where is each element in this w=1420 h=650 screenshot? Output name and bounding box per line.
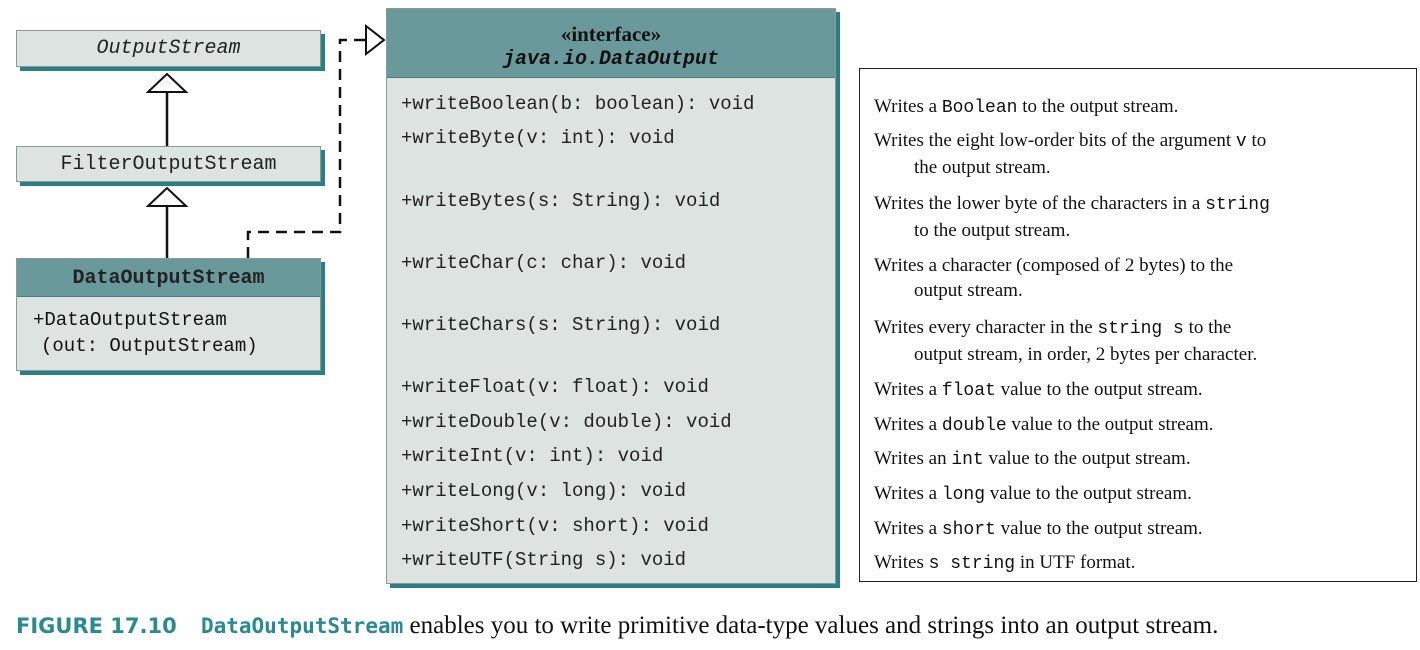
interface-method: +writeChars(s: String): void [401, 314, 721, 336]
description-text: the output stream. [914, 157, 1051, 178]
caption-text: enables you to write primitive data-type… [409, 612, 1219, 639]
description-text: Writes a character (composed of 2 bytes)… [874, 255, 1234, 276]
description-text: Writes an [874, 448, 952, 469]
method-description: Writes a long value to the output stream… [874, 481, 1404, 508]
description-text: to [1246, 130, 1267, 151]
class-outputstream: OutputStream [16, 30, 321, 67]
inheritance-arrowhead-filter [145, 186, 189, 207]
description-text: to the [1183, 317, 1232, 338]
figure-caption: FIGURE 17.10 DataOutputStream enables yo… [16, 612, 1218, 640]
interface-stereotype: «interface» [560, 22, 662, 46]
description-text: Writes [874, 552, 929, 573]
code-term: s string [928, 554, 1016, 574]
description-text: in UTF format. [1015, 552, 1136, 573]
interface-method: +writeInt(v: int): void [401, 445, 664, 467]
description-text: value to the output stream. [983, 448, 1191, 469]
code-term: long [941, 485, 986, 505]
description-text: value to the output stream. [985, 483, 1192, 504]
method-description: Writes every character in the string s t… [874, 315, 1404, 367]
code-term: Boolean [941, 98, 1018, 118]
interface-method: +writeShort(v: short): void [401, 515, 709, 537]
method-description: Writes s string in UTF format. [874, 550, 1404, 577]
interface-method: +writeBoolean(b: boolean): void [401, 93, 755, 115]
description-text: Writes a [874, 483, 942, 504]
description-text: Writes a [874, 379, 942, 400]
description-text: Writes a [874, 518, 942, 539]
interface-dataoutput: «interface» java.io.DataOutput +writeBoo… [386, 8, 836, 584]
interface-method: +writeChar(c: char): void [401, 252, 687, 274]
code-term: string s [1097, 319, 1184, 339]
inheritance-arrowhead-outputstream [145, 72, 189, 93]
class-dataoutputstream: DataOutputStream +DataOutputStream (out:… [16, 258, 321, 371]
realization-arrowhead-interface [365, 23, 386, 57]
realization-line-data-to-interface [246, 38, 366, 258]
caption-class-name: DataOutputStream [200, 614, 404, 638]
class-filteroutputstream: FilterOutputStream [16, 146, 321, 182]
interface-method: +writeByte(v: int): void [401, 127, 675, 149]
constructor-line-2: (out: OutputStream) [41, 335, 258, 357]
interface-method: +writeBytes(s: String): void [401, 190, 721, 212]
method-description: Writes an int value to the output stream… [874, 446, 1404, 473]
method-description: Writes a short value to the output strea… [874, 516, 1404, 543]
description-text: Writes the lower byte of the characters … [874, 193, 1206, 214]
code-term: double [941, 416, 1007, 436]
method-description: Writes the lower byte of the characters … [874, 191, 1404, 243]
description-text: Writes every character in the [874, 317, 1098, 338]
interface-method: +writeDouble(v: double): void [401, 411, 732, 433]
method-description: Writes a float value to the output strea… [874, 377, 1404, 404]
code-term: string [1205, 195, 1270, 215]
class-dataoutputstream-header [17, 259, 320, 297]
interface-method: +writeLong(v: long): void [401, 480, 687, 502]
description-text: Writes a [874, 414, 942, 435]
description-panel [859, 68, 1417, 582]
description-text: to the output stream. [914, 220, 1071, 241]
interface-method: +writeUTF(String s): void [401, 549, 687, 571]
method-description: Writes a double value to the output stre… [874, 412, 1404, 439]
description-text: Writes a [874, 96, 942, 117]
code-term: float [941, 381, 996, 401]
description-text: Writes the eight low-order bits of the a… [874, 130, 1236, 151]
description-text: value to the output stream. [995, 379, 1203, 400]
interface-name: java.io.DataOutput [502, 48, 720, 71]
class-outputstream-name: OutputStream [96, 37, 241, 60]
description-text: value to the output stream. [1006, 414, 1214, 435]
description-text: output stream. [914, 280, 1023, 301]
code-term: v [1235, 132, 1247, 152]
interface-dataoutput-header: «interface» java.io.DataOutput [387, 9, 835, 78]
description-text: output stream, in order, 2 bytes per cha… [914, 344, 1258, 365]
constructor-line-1: +DataOutputStream [33, 309, 227, 331]
method-description: Writes a Boolean to the output stream. [874, 94, 1404, 121]
code-term: int [951, 450, 984, 470]
figure-label: FIGURE 17.10 [16, 614, 177, 638]
class-filteroutputstream-name: FilterOutputStream [60, 153, 277, 176]
method-description: Writes the eight low-order bits of the a… [874, 128, 1404, 180]
method-description: Writes a character (composed of 2 bytes)… [874, 253, 1404, 303]
interface-method: +writeFloat(v: float): void [401, 376, 709, 398]
description-text: value to the output stream. [995, 518, 1203, 539]
class-dataoutputstream-name: DataOutputStream [72, 267, 265, 290]
code-term: short [941, 520, 996, 540]
description-text: to the output stream. [1017, 96, 1179, 117]
